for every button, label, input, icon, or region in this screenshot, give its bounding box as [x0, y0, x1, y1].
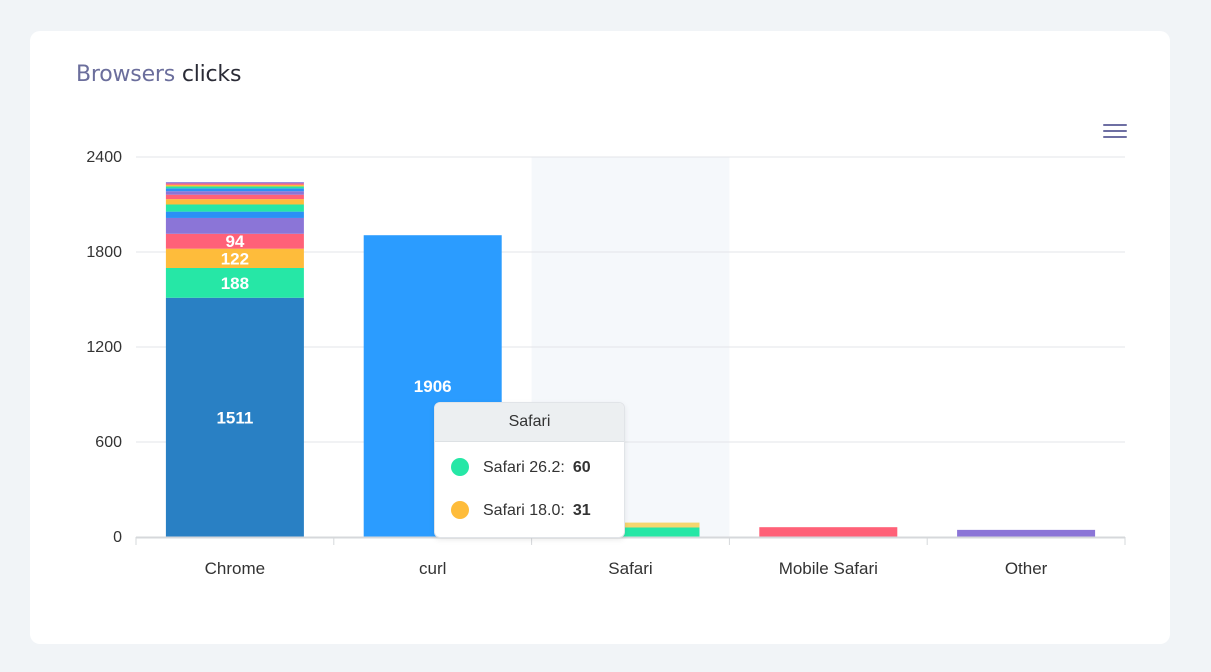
y-tick-label: 0 [113, 529, 122, 546]
tooltip-row: Safari 26.2: 60 [451, 458, 591, 478]
bar-segment[interactable] [165, 248, 304, 268]
tooltip-row: Safari 18.0: 31 [451, 501, 591, 521]
tooltip-series-value: 60 [572, 459, 591, 476]
tooltip-series-name: Safari 18.0: [483, 502, 565, 519]
bar-segment[interactable] [165, 183, 304, 185]
bar-segment[interactable] [165, 204, 304, 212]
axis-layer: 0 600 1200 1800 2400 Chrome curl Safari Mobile S… [86, 149, 1126, 578]
bar-segment[interactable] [165, 267, 304, 298]
y-tick-label: 1800 [86, 244, 122, 261]
bar-segment[interactable] [165, 184, 304, 187]
bar-segment[interactable] [165, 194, 304, 200]
x-tick-label: Chrome [205, 559, 265, 578]
bar-segment[interactable] [165, 217, 304, 234]
series-marker-icon [451, 501, 469, 519]
bar-segment[interactable] [957, 529, 1096, 537]
bar-segment[interactable] [165, 186, 304, 189]
bar-segment[interactable] [165, 211, 304, 218]
x-tick-label: Safari [608, 559, 652, 578]
chart-card: Browsers clicks 1511 188 122 94 1906 0 600 120… [30, 31, 1170, 644]
chart-title-part1: Browsers [76, 62, 176, 87]
data-label: 94 [225, 232, 244, 251]
tooltip: Safari Safari 26.2: 60 Safari 18.0: 31 [434, 402, 625, 538]
bar-segment[interactable] [165, 297, 304, 537]
tooltip-series-value: 31 [572, 502, 591, 519]
bar-segment[interactable] [165, 191, 304, 195]
x-tick-label: Other [1005, 559, 1048, 578]
chart-title-part2: clicks [181, 62, 242, 87]
y-tick-label: 600 [95, 434, 122, 451]
y-tick-label: 2400 [86, 149, 122, 166]
tooltip-title: Safari [435, 403, 624, 442]
x-tick-label: Mobile Safari [779, 559, 878, 578]
hamburger-menu-icon[interactable] [1103, 124, 1127, 140]
data-label: 188 [221, 274, 249, 293]
bar-segment[interactable] [165, 199, 304, 205]
bar-segment[interactable] [561, 527, 700, 538]
bar-segment[interactable] [165, 182, 304, 184]
tooltip-series-name: Safari 26.2: [483, 459, 565, 476]
y-tick-label: 1200 [86, 339, 122, 356]
data-label: 122 [221, 249, 249, 268]
bar-segment[interactable] [165, 188, 304, 192]
bar-segment[interactable] [561, 522, 700, 528]
series-marker-icon [451, 458, 469, 476]
chart-title: Browsers clicks [76, 61, 241, 89]
bar-segment[interactable] [165, 233, 304, 249]
x-tick-label: curl [419, 559, 446, 578]
data-label: 1906 [414, 377, 452, 396]
bar-segment[interactable] [759, 527, 898, 537]
data-label: 1511 [216, 408, 253, 427]
